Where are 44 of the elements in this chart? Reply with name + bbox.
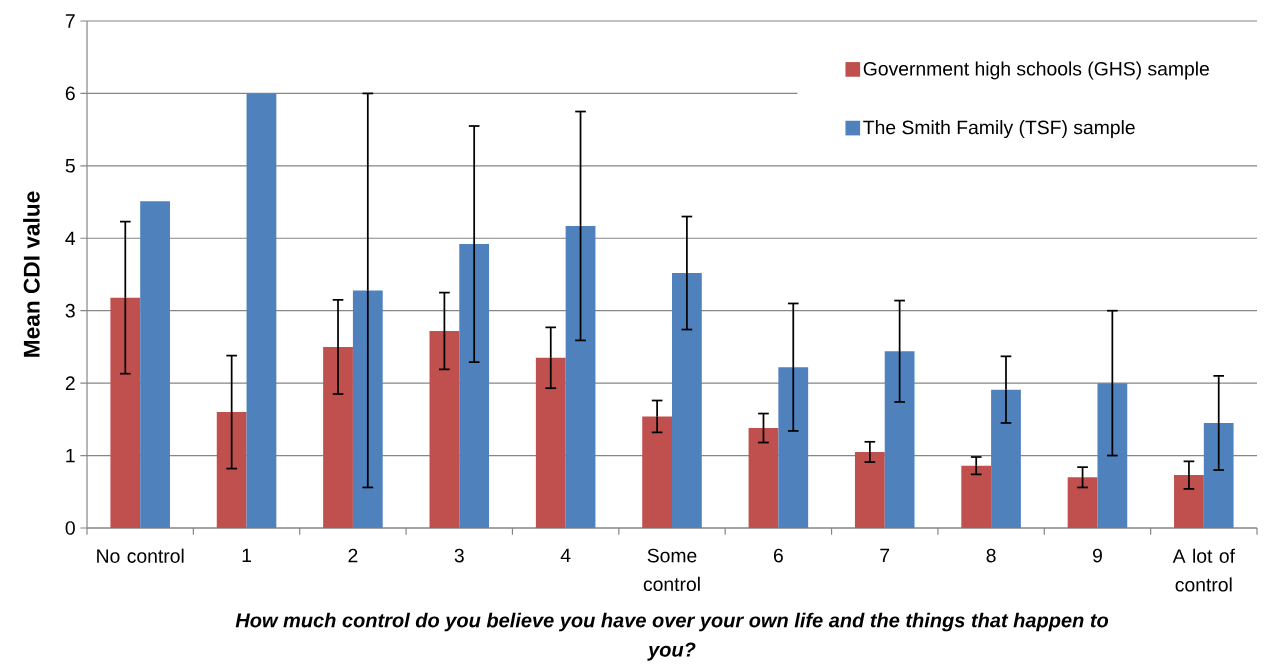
y-axis-title: Mean CDI value bbox=[23, 191, 40, 357]
bar bbox=[672, 273, 702, 528]
bar bbox=[748, 428, 779, 528]
y-tick-label: 3 bbox=[65, 303, 75, 318]
y-tick-label: 4 bbox=[65, 231, 76, 245]
y-tick-label: 2 bbox=[65, 376, 75, 390]
bar bbox=[1067, 477, 1098, 528]
legend-label: The Smith Family (TSF) sample bbox=[863, 120, 1135, 139]
bar bbox=[961, 465, 992, 528]
bar bbox=[110, 297, 141, 528]
bar bbox=[216, 412, 247, 528]
x-tick-label: Some control bbox=[643, 548, 700, 592]
x-axis-title: How much control do you believe you have over your own life and the things that happen to you? bbox=[235, 612, 1109, 661]
bar bbox=[535, 357, 566, 528]
bar bbox=[246, 93, 277, 528]
x-tick-label: 8 bbox=[986, 548, 996, 563]
bar bbox=[991, 389, 1021, 528]
x-tick-label: 7 bbox=[880, 548, 890, 562]
y-tick-label: 6 bbox=[65, 86, 75, 101]
bar bbox=[459, 244, 490, 528]
x-tick-label: 9 bbox=[1092, 548, 1102, 563]
bar bbox=[1097, 383, 1128, 528]
bar bbox=[565, 225, 596, 528]
bar bbox=[854, 451, 885, 528]
y-tick-label: 1 bbox=[66, 448, 75, 463]
bar bbox=[1203, 422, 1234, 528]
x-tick-label: 6 bbox=[773, 548, 783, 563]
x-tick-label: 2 bbox=[348, 548, 358, 563]
x-tick-label: No control bbox=[97, 548, 184, 563]
bar bbox=[1174, 475, 1204, 528]
bar bbox=[140, 201, 170, 528]
bar bbox=[778, 367, 809, 528]
x-tick-label: 3 bbox=[454, 548, 464, 563]
bar bbox=[323, 346, 353, 528]
bar bbox=[429, 330, 460, 528]
x-tick-label: A lot of control bbox=[1172, 548, 1235, 592]
x-tick-label: 4 bbox=[560, 548, 571, 562]
bar bbox=[642, 416, 673, 528]
y-tick-label: 0 bbox=[65, 521, 75, 535]
y-tick-label: 7 bbox=[65, 14, 75, 28]
x-tick-label: 1 bbox=[242, 548, 251, 562]
legend-label: Government high schools (GHS) sample bbox=[863, 61, 1209, 80]
y-tick-label: 5 bbox=[65, 159, 75, 173]
bar bbox=[884, 351, 915, 528]
